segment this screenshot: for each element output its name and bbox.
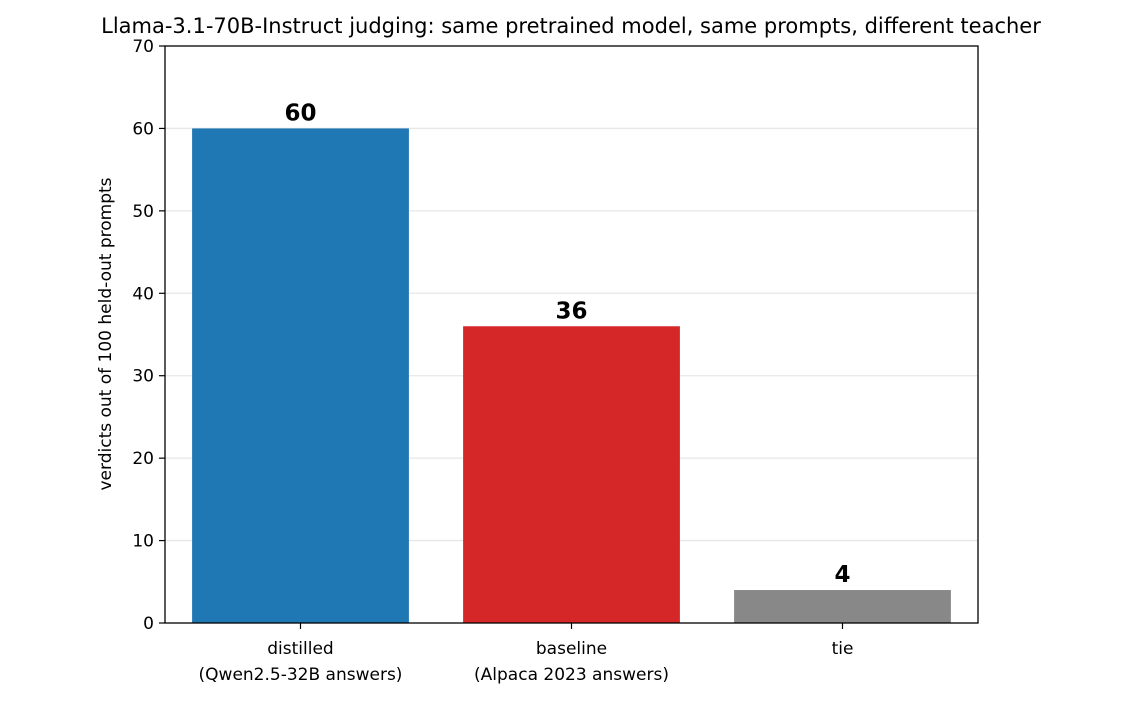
y-tick-label: 70	[132, 37, 154, 57]
bars	[192, 128, 951, 623]
data-labels: 60 36 4	[284, 100, 850, 588]
x-tick-label: tie	[832, 639, 854, 659]
x-tick-label: distilled	[267, 639, 333, 659]
y-axis-ticks: 0 10 20 30 40 50 60 70	[132, 37, 165, 634]
y-tick-label: 0	[143, 614, 154, 634]
x-tick-label: (Qwen2.5-32B answers)	[199, 665, 403, 685]
bar	[463, 326, 680, 623]
bar-value-label: 4	[834, 562, 850, 588]
y-tick-label: 60	[132, 119, 154, 139]
bar	[734, 590, 951, 623]
y-tick-label: 20	[132, 449, 154, 469]
y-tick-label: 50	[132, 202, 154, 222]
bar	[192, 128, 409, 623]
y-tick-label: 40	[132, 284, 154, 304]
x-axis-ticks: distilled (Qwen2.5-32B answers) baseline (A…	[199, 623, 854, 685]
chart-title: Llama-3.1-70B-Instruct judging: same pre…	[101, 14, 1041, 38]
bar-value-label: 36	[555, 298, 587, 324]
x-tick-label: (Alpaca 2023 answers)	[474, 665, 669, 685]
y-tick-label: 30	[132, 367, 154, 387]
y-axis-label: verdicts out of 100 held-out prompts	[96, 177, 116, 490]
x-tick-label: baseline	[536, 639, 607, 659]
y-tick-label: 10	[132, 532, 154, 552]
bar-value-label: 60	[284, 100, 316, 126]
